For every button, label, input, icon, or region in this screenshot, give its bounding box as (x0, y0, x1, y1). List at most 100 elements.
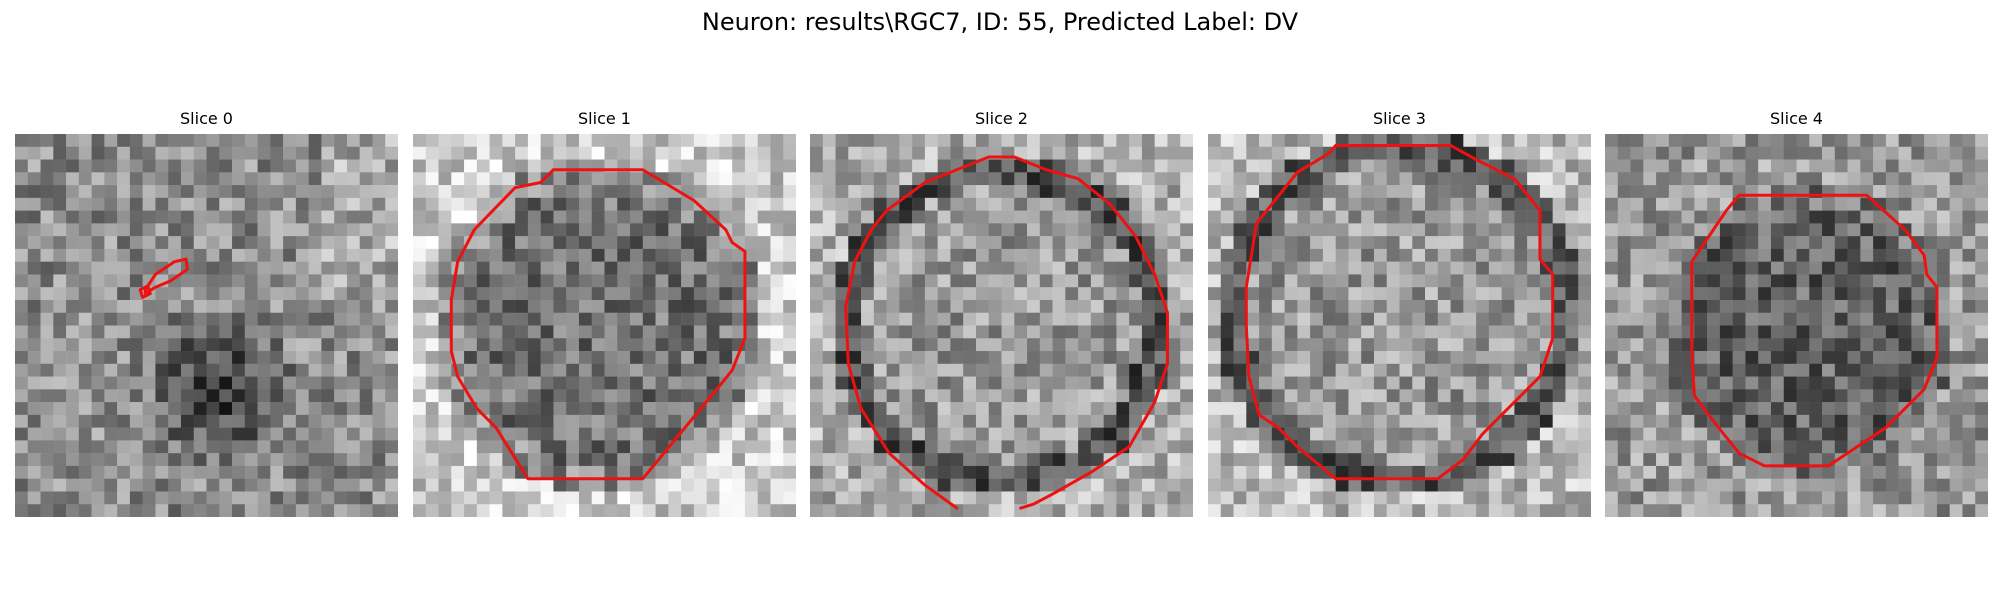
pixel-tile (91, 236, 105, 250)
pixel-tile (1065, 146, 1079, 160)
pixel-tile (1450, 504, 1464, 517)
pixel-tile (295, 491, 309, 505)
pixel-tile (604, 465, 618, 479)
pixel-tile (566, 146, 580, 160)
pixel-tile (1539, 197, 1553, 211)
pixel-tile (104, 363, 118, 377)
pixel-tile (1065, 197, 1079, 211)
pixel-tile (515, 287, 529, 301)
pixel-tile (1090, 402, 1104, 416)
pixel-tile (1578, 159, 1591, 173)
pixel-tile (1758, 325, 1772, 339)
pixel-tile (1014, 440, 1028, 454)
pixel-tile (464, 504, 478, 517)
pixel-tile (668, 172, 682, 186)
pixel-tile (193, 172, 207, 186)
pixel-tile (1425, 287, 1439, 301)
pixel-tile (1605, 363, 1619, 377)
pixel-tile (1527, 504, 1541, 517)
pixel-tile (1949, 134, 1963, 148)
pixel-tile (257, 351, 271, 365)
pixel-tile (1271, 299, 1285, 313)
pixel-tile (1885, 491, 1899, 505)
pixel-tile (617, 363, 631, 377)
pixel-tile (1271, 185, 1285, 199)
pixel-tile (1090, 427, 1104, 441)
pixel-tile (219, 453, 233, 467)
pixel-tile (1284, 236, 1298, 250)
pixel-tile (1129, 389, 1143, 403)
pixel-tile (1259, 389, 1273, 403)
slice-title: Slice 3 (1373, 109, 1426, 128)
pixel-tile (476, 274, 490, 288)
pixel-tile (1027, 402, 1041, 416)
pixel-tile (1116, 376, 1130, 390)
pixel-tile (1527, 414, 1541, 428)
pixel-tile (1425, 402, 1439, 416)
pixel-tile (604, 491, 618, 505)
pixel-tile (1873, 197, 1887, 211)
pixel-tile (642, 427, 656, 441)
pixel-tile (1617, 376, 1631, 390)
pixel-tile (1911, 134, 1925, 148)
pixel-tile (604, 312, 618, 326)
pixel-tile (1962, 312, 1976, 326)
pixel-tile (270, 248, 284, 262)
pixel-tile (27, 134, 41, 148)
pixel-tile (1962, 299, 1976, 313)
pixel-tile (244, 299, 258, 313)
pixel-tile (1834, 338, 1848, 352)
pixel-tile (1694, 210, 1708, 224)
pixel-tile (822, 414, 836, 428)
pixel-tile (835, 261, 849, 275)
pixel-tile (1348, 453, 1362, 467)
pixel-tile (1103, 210, 1117, 224)
pixel-tile (206, 312, 220, 326)
pixel-tile (1732, 299, 1746, 313)
pixel-tile (1694, 261, 1708, 275)
pixel-tile (1399, 465, 1413, 479)
pixel-tile (1656, 427, 1670, 441)
pixel-tile (963, 185, 977, 199)
pixel-tile (757, 351, 771, 365)
pixel-tile (270, 389, 284, 403)
pixel-tile (219, 440, 233, 454)
pixel-tile (1630, 210, 1644, 224)
pixel-tile (489, 338, 503, 352)
pixel-tile (244, 465, 258, 479)
pixel-tile (413, 376, 427, 390)
pixel-tile (1847, 491, 1861, 505)
pixel-tile (1014, 325, 1028, 339)
pixel-tile (642, 274, 656, 288)
pixel-tile (1514, 402, 1528, 416)
pixel-tile (1539, 172, 1553, 186)
pixel-tile (129, 351, 143, 365)
pixel-tile (206, 287, 220, 301)
pixel-tile (40, 402, 54, 416)
pixel-tile (1605, 440, 1619, 454)
pixel-tile (1719, 376, 1733, 390)
pixel-tile (1027, 427, 1041, 441)
pixel-tile (1770, 159, 1784, 173)
pixel-tile (1758, 414, 1772, 428)
slice-title: Slice 0 (180, 109, 233, 128)
pixel-tile (206, 414, 220, 428)
pixel-tile (681, 197, 695, 211)
pixel-tile (937, 223, 951, 237)
pixel-tile (1129, 274, 1143, 288)
pixel-tile (655, 261, 669, 275)
pixel-tile (1668, 325, 1682, 339)
pixel-tile (502, 363, 516, 377)
pixel-tile (1412, 427, 1426, 441)
pixel-tile (540, 185, 554, 199)
pixel-tile (308, 146, 322, 160)
pixel-tile (385, 414, 398, 428)
pixel-tile (1090, 414, 1104, 428)
pixel-tile (591, 248, 605, 262)
pixel-tile (1090, 274, 1104, 288)
pixel-tile (1284, 414, 1298, 428)
pixel-tile (1322, 491, 1336, 505)
pixel-tile (578, 197, 592, 211)
pixel-tile (15, 389, 29, 403)
pixel-tile (1860, 146, 1874, 160)
